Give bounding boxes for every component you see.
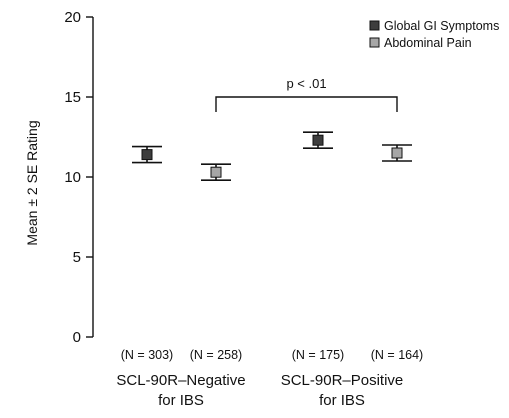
data-point-marker (210, 166, 222, 178)
labels-layer: (N = 303) (N = 175) (N = 258) (N = 164) SCL-… (116, 348, 423, 409)
legend-swatch (369, 37, 380, 48)
y-tick-label: 0 (73, 329, 81, 346)
y-tick-label: 15 (64, 89, 81, 106)
legend-swatch (369, 20, 380, 31)
annotation-layer: p < .01 (215, 76, 398, 112)
y-axis-title: Mean ± 2 SE Rating (24, 120, 40, 245)
sample-size-label: (N = 175) (292, 348, 344, 362)
data-point-marker (391, 147, 403, 159)
sample-size-label: (N = 258) (190, 348, 242, 362)
data-point-marker (141, 149, 153, 161)
sample-size-label: (N = 303) (121, 348, 173, 362)
legend: Global GI Symptoms Abdominal Pain (369, 19, 499, 50)
marks-layer (132, 131, 412, 181)
group-label-line2: for IBS (158, 392, 204, 409)
significance-bracket (215, 96, 398, 112)
axes-layer: 0 5 10 15 20 Mean ± 2 SE Rating (24, 9, 94, 346)
legend-label: Global GI Symptoms (384, 19, 499, 33)
legend-label: Abdominal Pain (384, 36, 472, 50)
sample-size-label: (N = 164) (371, 348, 423, 362)
group-label-line1: SCL-90R–Negative (116, 372, 245, 389)
significance-label: p < .01 (286, 76, 326, 91)
group-label-line1: SCL-90R–Positive (281, 372, 404, 389)
y-tick-label: 5 (73, 249, 81, 266)
y-tick-label: 20 (64, 9, 81, 26)
group-label-line2: for IBS (319, 392, 365, 409)
y-tick-label: 10 (64, 169, 81, 186)
data-point-marker (312, 134, 324, 146)
